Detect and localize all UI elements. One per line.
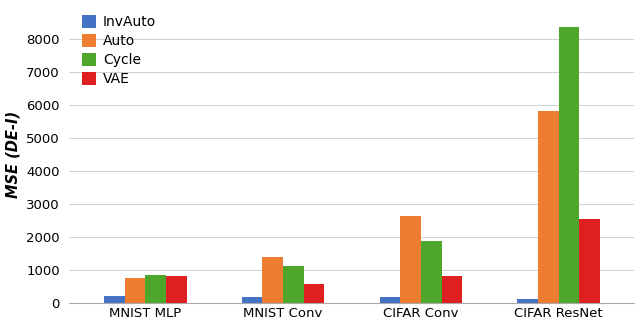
Bar bbox=[304, 284, 324, 303]
Bar bbox=[125, 278, 145, 303]
Bar bbox=[262, 257, 283, 303]
Bar bbox=[400, 216, 421, 303]
Bar bbox=[517, 299, 538, 303]
Bar bbox=[421, 241, 442, 303]
Bar bbox=[283, 266, 304, 303]
Bar bbox=[166, 276, 187, 303]
Bar bbox=[145, 274, 166, 303]
Y-axis label: MSE (DE-I): MSE (DE-I) bbox=[6, 111, 20, 198]
Bar bbox=[538, 111, 559, 303]
Bar bbox=[242, 297, 262, 303]
Bar bbox=[559, 27, 579, 303]
Bar bbox=[579, 219, 600, 303]
Bar bbox=[104, 296, 125, 303]
Bar bbox=[442, 276, 462, 303]
Bar bbox=[380, 297, 400, 303]
Legend: InvAuto, Auto, Cycle, VAE: InvAuto, Auto, Cycle, VAE bbox=[77, 10, 162, 92]
